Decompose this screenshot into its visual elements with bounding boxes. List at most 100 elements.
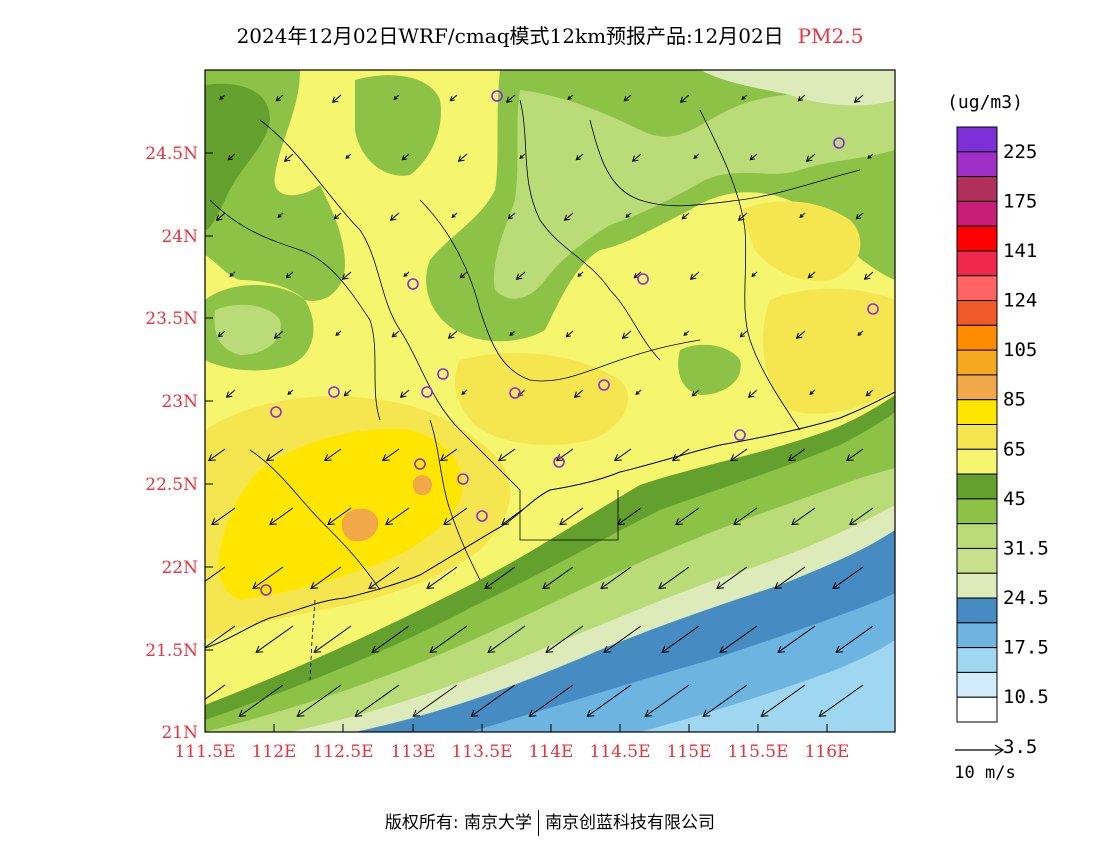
station-marker xyxy=(553,456,565,468)
legend-unit: (ug/m3) xyxy=(947,92,1023,113)
wind-arrow xyxy=(457,153,468,162)
wind-arrow xyxy=(335,330,342,336)
wind-arrow xyxy=(702,684,748,717)
wind-arrow xyxy=(528,684,574,717)
y-tick-label: 22N xyxy=(161,558,198,578)
border-line-3 xyxy=(519,99,661,361)
wind-arrow xyxy=(389,212,400,221)
wind-arrow xyxy=(205,625,236,653)
wind-arrow xyxy=(501,507,526,526)
wind-arrow xyxy=(275,94,284,102)
border-line-8 xyxy=(429,419,481,581)
station-marker xyxy=(421,386,433,398)
colorbar-swatch xyxy=(956,498,998,525)
x-tick-label: 112.5E xyxy=(312,742,373,762)
wind-arrow xyxy=(238,684,284,717)
y-tick-label: 22.5N xyxy=(145,475,198,495)
colorbar-swatch xyxy=(956,448,998,475)
wind-arrow xyxy=(545,625,584,653)
border-line-2 xyxy=(419,199,701,382)
wind-arrow xyxy=(507,212,516,220)
wind-arrow xyxy=(217,330,226,338)
x-tick-label: 115E xyxy=(667,742,712,762)
wind-arrow xyxy=(559,507,584,526)
colorbar-swatch xyxy=(956,126,998,153)
wind-arrow xyxy=(644,684,690,717)
station-marker xyxy=(637,273,649,285)
x-tick-label: 111.5E xyxy=(174,742,235,762)
colorbar-swatch xyxy=(956,572,998,599)
wind-arrow xyxy=(691,389,700,397)
wind-arrow xyxy=(575,153,584,161)
green-zone-northwest-dark xyxy=(205,83,270,230)
wind-arrow xyxy=(403,271,410,277)
wind-arrow xyxy=(832,566,864,589)
wind-arrow xyxy=(807,271,816,279)
wind-arrow xyxy=(385,507,410,526)
wind-arrow xyxy=(368,566,400,589)
wind-arrow xyxy=(371,625,410,653)
wind-arrow xyxy=(484,566,516,589)
wind-arrow xyxy=(327,507,352,526)
wind-arrow xyxy=(751,271,758,277)
wind-arrow xyxy=(265,448,284,462)
x-tick-label: 112E xyxy=(252,742,297,762)
wind-arrow xyxy=(215,212,226,221)
wind-arrow xyxy=(679,94,690,103)
footer: 版权所有: 南京大学 南京创蓝科技有限公司 xyxy=(0,808,1100,836)
warm-zone-east xyxy=(740,201,861,281)
colorbar-swatch xyxy=(956,647,998,673)
wind-arrow xyxy=(451,212,458,218)
wind-arrow xyxy=(774,566,806,589)
wind-arrow xyxy=(739,330,748,338)
wind-arrow xyxy=(277,212,284,218)
station-marker xyxy=(457,473,469,485)
border-line-1 xyxy=(259,119,521,491)
station-marker xyxy=(270,406,282,418)
wind-arrow xyxy=(542,566,574,589)
wind-arrow xyxy=(381,448,400,462)
wind-arrow xyxy=(809,389,816,395)
station-markers xyxy=(260,90,879,596)
colorbar-swatch xyxy=(956,349,998,376)
wind-arrow xyxy=(509,330,516,336)
wind-arrow xyxy=(447,330,458,339)
station-marker xyxy=(509,387,521,399)
wind-arrow xyxy=(603,625,642,653)
x-axis: 111.5E 112E 112.5E 113E 113.5E 114E 114.5E 115E… xyxy=(174,724,849,762)
wind-arrow xyxy=(219,94,226,100)
wind-arrow xyxy=(683,330,690,336)
wind-arrow xyxy=(689,271,700,280)
station-marker xyxy=(833,137,845,149)
border-hk-box xyxy=(519,490,619,541)
y-tick-label: 21.5N xyxy=(145,641,198,661)
station-marker xyxy=(414,458,426,470)
station-marker xyxy=(260,584,272,596)
wind-arrow xyxy=(729,448,748,462)
wind-arrow xyxy=(719,625,758,653)
x-tick-label: 114E xyxy=(529,742,574,762)
wind-arrow xyxy=(331,94,342,103)
footer-separator xyxy=(538,810,540,836)
border-dashed xyxy=(309,599,316,681)
wind-arrow xyxy=(269,507,294,526)
wind-arrow xyxy=(341,271,352,280)
colorbar-swatch xyxy=(956,523,998,549)
station-marker xyxy=(867,303,879,315)
wind-arrow xyxy=(635,389,642,395)
wind-arrow xyxy=(791,507,816,526)
x-tick-label: 115.5E xyxy=(727,742,788,762)
wind-arrow xyxy=(741,94,748,100)
wind-arrow xyxy=(426,566,458,589)
wind-arrow xyxy=(354,684,400,717)
colorbar-swatch xyxy=(956,225,998,252)
wind-arrow xyxy=(443,507,468,526)
station-marker xyxy=(437,368,449,380)
colorbar-swatch xyxy=(956,622,998,649)
wind-arrow xyxy=(470,684,516,717)
title-text: 2024年12月02日WRF/cmaq模式12km预报产品:12月02日 xyxy=(236,24,784,48)
wind-arrow xyxy=(617,507,642,526)
green-zone-northeast-pale xyxy=(700,70,895,106)
wind-arrow xyxy=(323,448,342,462)
colorbar-swatch xyxy=(956,250,998,277)
